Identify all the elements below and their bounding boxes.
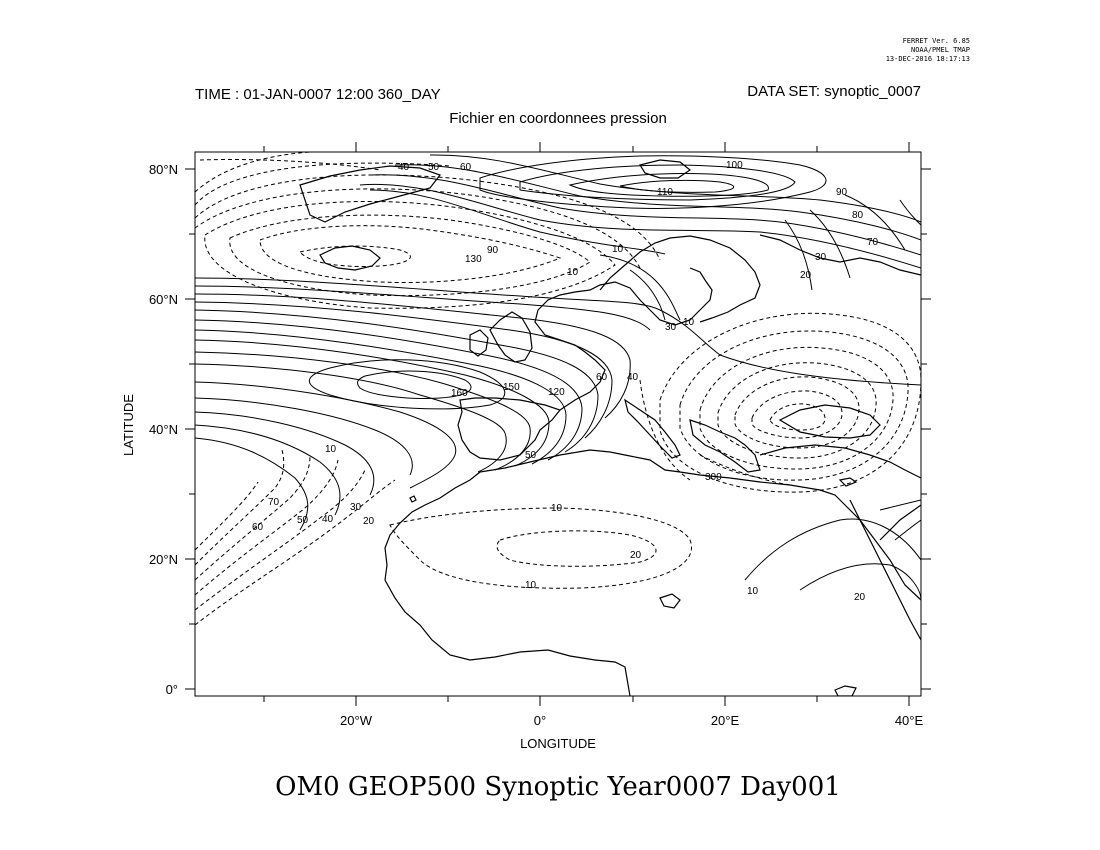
contour-label-10-south: 10 <box>525 580 537 591</box>
contour-label-100: 100 <box>726 160 743 171</box>
subtitle: Fichier en coordonnees pression <box>449 110 667 127</box>
contour-label-60-west: 60 <box>252 522 264 533</box>
iberia-coast <box>457 397 562 461</box>
contour-label-30-germany: 30 <box>665 322 677 333</box>
africa-coast <box>384 471 631 696</box>
contour-label-110: 110 <box>657 187 673 198</box>
britain-coast <box>489 311 533 363</box>
contour-label-40-west: 40 <box>322 514 334 525</box>
contour-label-50-west: 50 <box>297 515 309 526</box>
x-axis-label: LONGITUDE <box>520 736 596 751</box>
contours-negative <box>195 152 921 626</box>
contour-label-70: 70 <box>867 237 879 248</box>
contour-label-50-south: 50 <box>525 450 537 461</box>
contour-label-20-east: 20 <box>854 592 866 603</box>
contour-label-10-north: 10 <box>612 244 624 255</box>
contours-positive <box>195 154 921 601</box>
contour-label-40-france: 40 <box>627 372 639 383</box>
y-tick-0: 0° <box>166 682 178 697</box>
map-content: 40 50 60 100 110 90 80 70 30 20 10 130 1… <box>195 152 921 696</box>
x-tick-0: 0° <box>534 713 546 728</box>
coastlines <box>299 159 921 696</box>
arabia-coast <box>879 504 921 541</box>
canaries-coast <box>409 495 417 503</box>
y-tick-40n: 40°N <box>149 422 178 437</box>
contour-label-60: 60 <box>460 162 472 173</box>
contour-label-90: 90 <box>836 187 848 198</box>
x-tick-40e: 40°E <box>895 713 924 728</box>
plot-frame <box>194 151 922 697</box>
contour-label-20-west: 20 <box>363 516 375 527</box>
contour-label-10-west: 10 <box>325 444 337 455</box>
contour-label-10-iceland: 10 <box>567 267 579 278</box>
blacksea-coast <box>778 404 881 439</box>
greenland-coast <box>299 165 441 223</box>
contour-label-80: 80 <box>852 210 864 221</box>
north-africa-med-coast <box>479 449 921 601</box>
contour-label-20: 20 <box>800 270 812 281</box>
contour-label-70-west: 70 <box>268 497 280 508</box>
iceland-coast <box>319 245 381 271</box>
ireland-coast <box>469 329 489 357</box>
balkans-coast <box>689 419 761 473</box>
contour-label-30-west: 30 <box>350 502 362 513</box>
cyprus-coast <box>838 477 858 487</box>
x-axis <box>263 142 910 706</box>
ferret-version: FERRET Ver. 6.85 <box>903 37 970 45</box>
contour-label-40: 40 <box>398 162 410 173</box>
y-tick-20n: 20°N <box>149 552 178 567</box>
contour-label-130: 130 <box>465 254 482 265</box>
contour-label-20-sahara: 20 <box>630 550 642 561</box>
dataset-label: DATA SET: synoptic_0007 <box>747 83 921 100</box>
contour-label-60-france: 60 <box>596 372 608 383</box>
time-label: TIME : 01-JAN-0007 12:00 360_DAY <box>195 86 441 103</box>
plot-title: OM0 GEOP500 Synoptic Year0007 Day001 <box>275 772 841 802</box>
y-axis <box>185 168 931 690</box>
europe-coast <box>534 267 713 411</box>
y-tick-80n: 80°N <box>149 162 178 177</box>
contour-label-10-germany: 10 <box>683 317 695 328</box>
equatorial-island-coast <box>834 685 857 696</box>
contour-label-150: 150 <box>503 382 520 393</box>
contour-label-10-east: 10 <box>747 586 759 597</box>
x-tick-20e: 20°E <box>711 713 740 728</box>
x-tick-20w: 20°W <box>340 713 373 728</box>
contour-label-160: 160 <box>451 388 468 399</box>
contour-labels: 40 50 60 100 110 90 80 70 30 20 10 130 1… <box>252 160 879 603</box>
lake-coast <box>659 593 681 609</box>
y-tick-60n: 60°N <box>149 292 178 307</box>
ferret-date: 13-DEC-2016 18:17:13 <box>886 55 970 63</box>
russia-coast <box>759 234 921 276</box>
ferret-org: NOAA/PMEL TMAP <box>911 46 970 54</box>
y-axis-label: LATITUDE <box>121 394 136 456</box>
red-sea-coast <box>849 499 921 641</box>
contour-label-10-sahara: 10 <box>551 503 563 514</box>
contour-label-300: 300 <box>705 472 722 483</box>
svalbard-coast <box>639 159 692 179</box>
contour-label-120: 120 <box>548 387 565 398</box>
contour-label-90-iceland: 90 <box>487 245 499 256</box>
contour-label-50: 50 <box>428 162 440 173</box>
contour-label-30: 30 <box>815 252 827 263</box>
scandinavia-coast <box>599 235 761 323</box>
